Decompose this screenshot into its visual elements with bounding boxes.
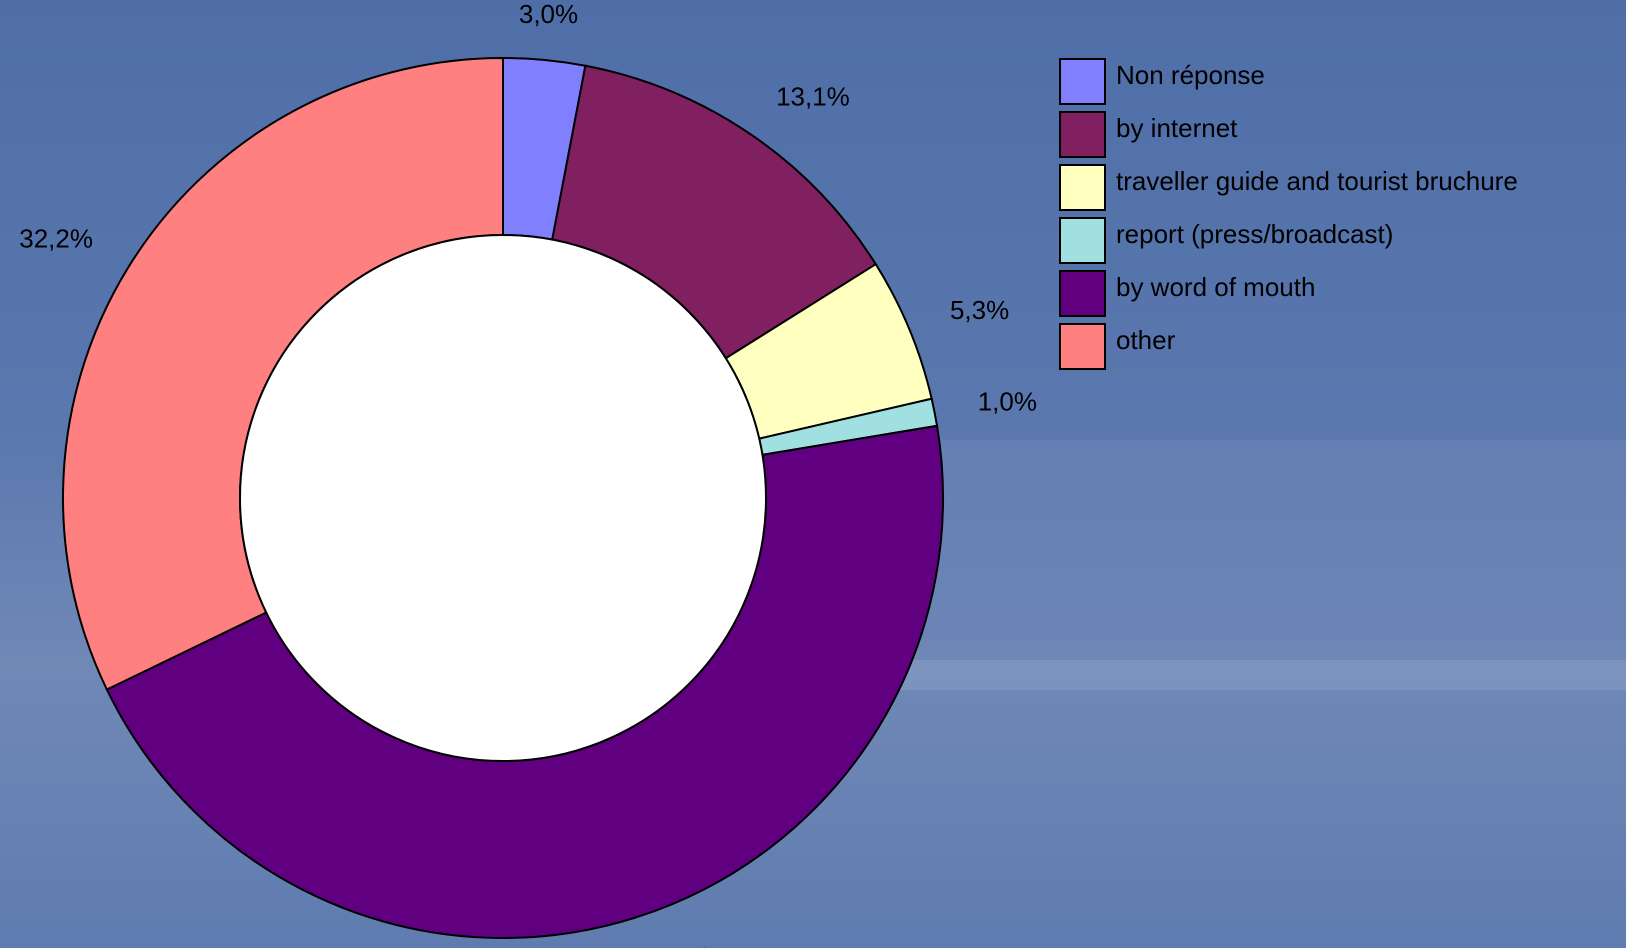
legend-swatch xyxy=(1059,217,1106,264)
data-label: 1,0% xyxy=(978,387,1037,417)
data-label: 3,0% xyxy=(519,0,578,29)
data-label: 13,1% xyxy=(776,81,850,111)
legend-label: by word of mouth xyxy=(1116,272,1315,302)
legend-label: other xyxy=(1116,325,1176,355)
data-label: 45,5% xyxy=(650,942,724,948)
legend: Non réponse by internet traveller guide an… xyxy=(1059,58,1518,370)
donut: 3,0% 13,1% 5,3% 1,0% 45,5% 32,2% xyxy=(19,0,1037,948)
legend-swatch xyxy=(1059,323,1106,370)
legend-label: traveller guide and tourist bruchure xyxy=(1116,166,1518,196)
legend-label: Non réponse xyxy=(1116,60,1265,90)
data-label: 5,3% xyxy=(950,295,1009,325)
data-label: 32,2% xyxy=(19,224,93,254)
donut-hole xyxy=(239,234,767,762)
legend-swatch xyxy=(1059,111,1106,158)
background-building xyxy=(900,440,1626,640)
legend-swatch xyxy=(1059,164,1106,211)
legend-swatch xyxy=(1059,58,1106,105)
legend-label: report (press/broadcast) xyxy=(1116,219,1393,249)
legend-swatch xyxy=(1059,270,1106,317)
background-runway xyxy=(900,660,1626,690)
legend-label: by internet xyxy=(1116,113,1238,143)
